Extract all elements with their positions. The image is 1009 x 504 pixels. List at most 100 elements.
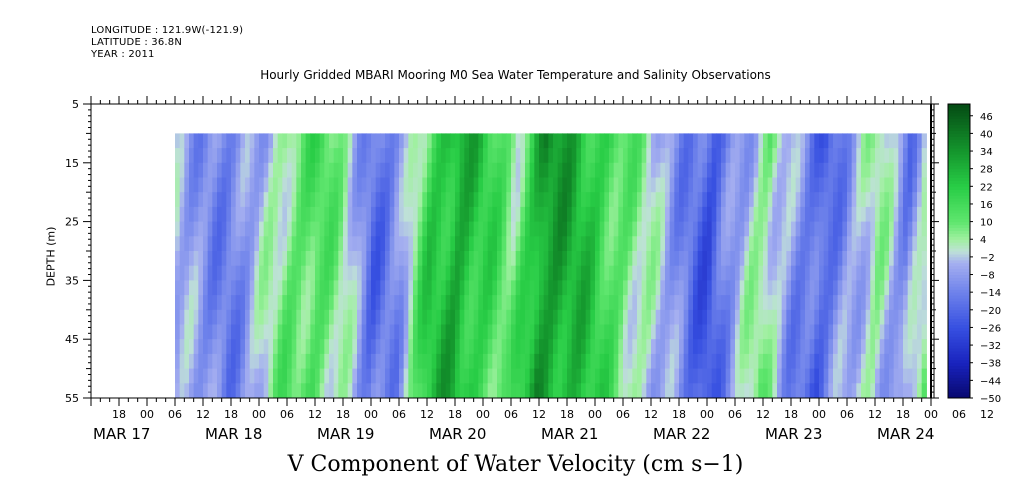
heatmap-cell [380, 236, 386, 252]
heatmap-cell [903, 309, 909, 326]
heatmap-cell [595, 265, 601, 281]
heatmap-cell [515, 280, 521, 296]
heatmap-cell [371, 148, 377, 164]
heatmap-cell [296, 221, 302, 237]
heatmap-cell [319, 368, 325, 384]
heatmap-cell [291, 133, 297, 149]
heatmap-cell [557, 148, 563, 164]
heatmap-cell [338, 339, 344, 355]
heatmap-cell [609, 221, 615, 237]
heatmap-cell [487, 339, 493, 355]
heatmap-cell [487, 368, 493, 384]
heatmap-cell [800, 309, 806, 326]
heatmap-cell [301, 265, 307, 281]
heatmap-cell [296, 133, 302, 149]
heatmap-cell [893, 309, 899, 326]
heatmap-cell [529, 339, 535, 355]
heatmap-cell [711, 206, 717, 223]
heatmap-cell [819, 162, 825, 179]
heatmap-cell [189, 236, 195, 252]
heatmap-cell [226, 206, 232, 223]
heatmap-cell [511, 192, 517, 208]
heatmap-cell [413, 236, 419, 252]
heatmap-cell [525, 148, 531, 164]
heatmap-cell [758, 133, 764, 149]
heatmap-cell [753, 265, 759, 281]
heatmap-cell [688, 368, 694, 384]
heatmap-cell [585, 324, 591, 340]
heatmap-cell [319, 148, 325, 164]
heatmap-cell [375, 324, 381, 340]
heatmap-cell [739, 162, 745, 179]
heatmap-cell [585, 295, 591, 311]
heatmap-cell [618, 148, 624, 164]
heatmap-cell [543, 162, 549, 179]
heatmap-cell [413, 339, 419, 355]
heatmap-cell [707, 162, 713, 179]
heatmap-cell [763, 148, 769, 164]
heatmap-cell [623, 251, 629, 267]
heatmap-cell [240, 265, 246, 281]
heatmap-cell [856, 339, 862, 355]
heatmap-cell [571, 368, 577, 384]
heatmap-cell [198, 236, 204, 252]
heatmap-cell [669, 339, 675, 355]
heatmap-cell [623, 280, 629, 296]
heatmap-cell [445, 339, 451, 355]
x-hour-label: 00 [588, 408, 602, 421]
heatmap-cell [268, 162, 274, 179]
heatmap-cell [319, 251, 325, 267]
heatmap-cell [856, 280, 862, 296]
heatmap-cell [576, 177, 582, 193]
heatmap-cell [585, 133, 591, 149]
heatmap-cell [879, 133, 885, 149]
heatmap-cell [651, 295, 657, 311]
heatmap-cell [604, 206, 610, 223]
heatmap-cell [184, 251, 190, 267]
heatmap-cell [898, 162, 904, 179]
heatmap-cell [534, 383, 540, 398]
heatmap-cell [357, 280, 363, 296]
heatmap-cell [856, 162, 862, 179]
heatmap-cell [427, 383, 433, 398]
heatmap-cell [819, 206, 825, 223]
colorbar-swatch [948, 283, 970, 287]
heatmap-cell [665, 324, 671, 340]
heatmap-cell [641, 133, 647, 149]
heatmap-cell [907, 206, 913, 223]
heatmap-cell [791, 148, 797, 164]
heatmap-cell [263, 368, 269, 384]
heatmap-cell [259, 309, 265, 326]
heatmap-cell [772, 192, 778, 208]
heatmap-cell [478, 162, 484, 179]
heatmap-cell [791, 295, 797, 311]
heatmap-cell [282, 251, 288, 267]
heatmap-cell [175, 368, 181, 384]
heatmap-cell [665, 295, 671, 311]
heatmap-cell [716, 324, 722, 340]
heatmap-cell [907, 309, 913, 326]
heatmap-cell [702, 251, 708, 267]
heatmap-cell [921, 148, 927, 164]
heatmap-cell [483, 309, 489, 326]
colorbar-label: 34 [980, 147, 993, 158]
x-hour-label: 18 [896, 408, 910, 421]
heatmap-cell [221, 206, 227, 223]
heatmap-cell [842, 162, 848, 179]
heatmap-cell [739, 265, 745, 281]
heatmap-cell [791, 221, 797, 237]
heatmap-cell [333, 280, 339, 296]
heatmap-cell [399, 206, 405, 223]
heatmap-cell [595, 177, 601, 193]
heatmap-cell [492, 133, 498, 149]
heatmap-cell [767, 133, 773, 149]
heatmap-cell [753, 206, 759, 223]
heatmap-cell [525, 324, 531, 340]
heatmap-cell [912, 368, 918, 384]
heatmap-cell [394, 280, 400, 296]
heatmap-cell [525, 383, 531, 398]
heatmap-cell [469, 265, 475, 281]
heatmap-cell [641, 368, 647, 384]
heatmap-cell [487, 251, 493, 267]
